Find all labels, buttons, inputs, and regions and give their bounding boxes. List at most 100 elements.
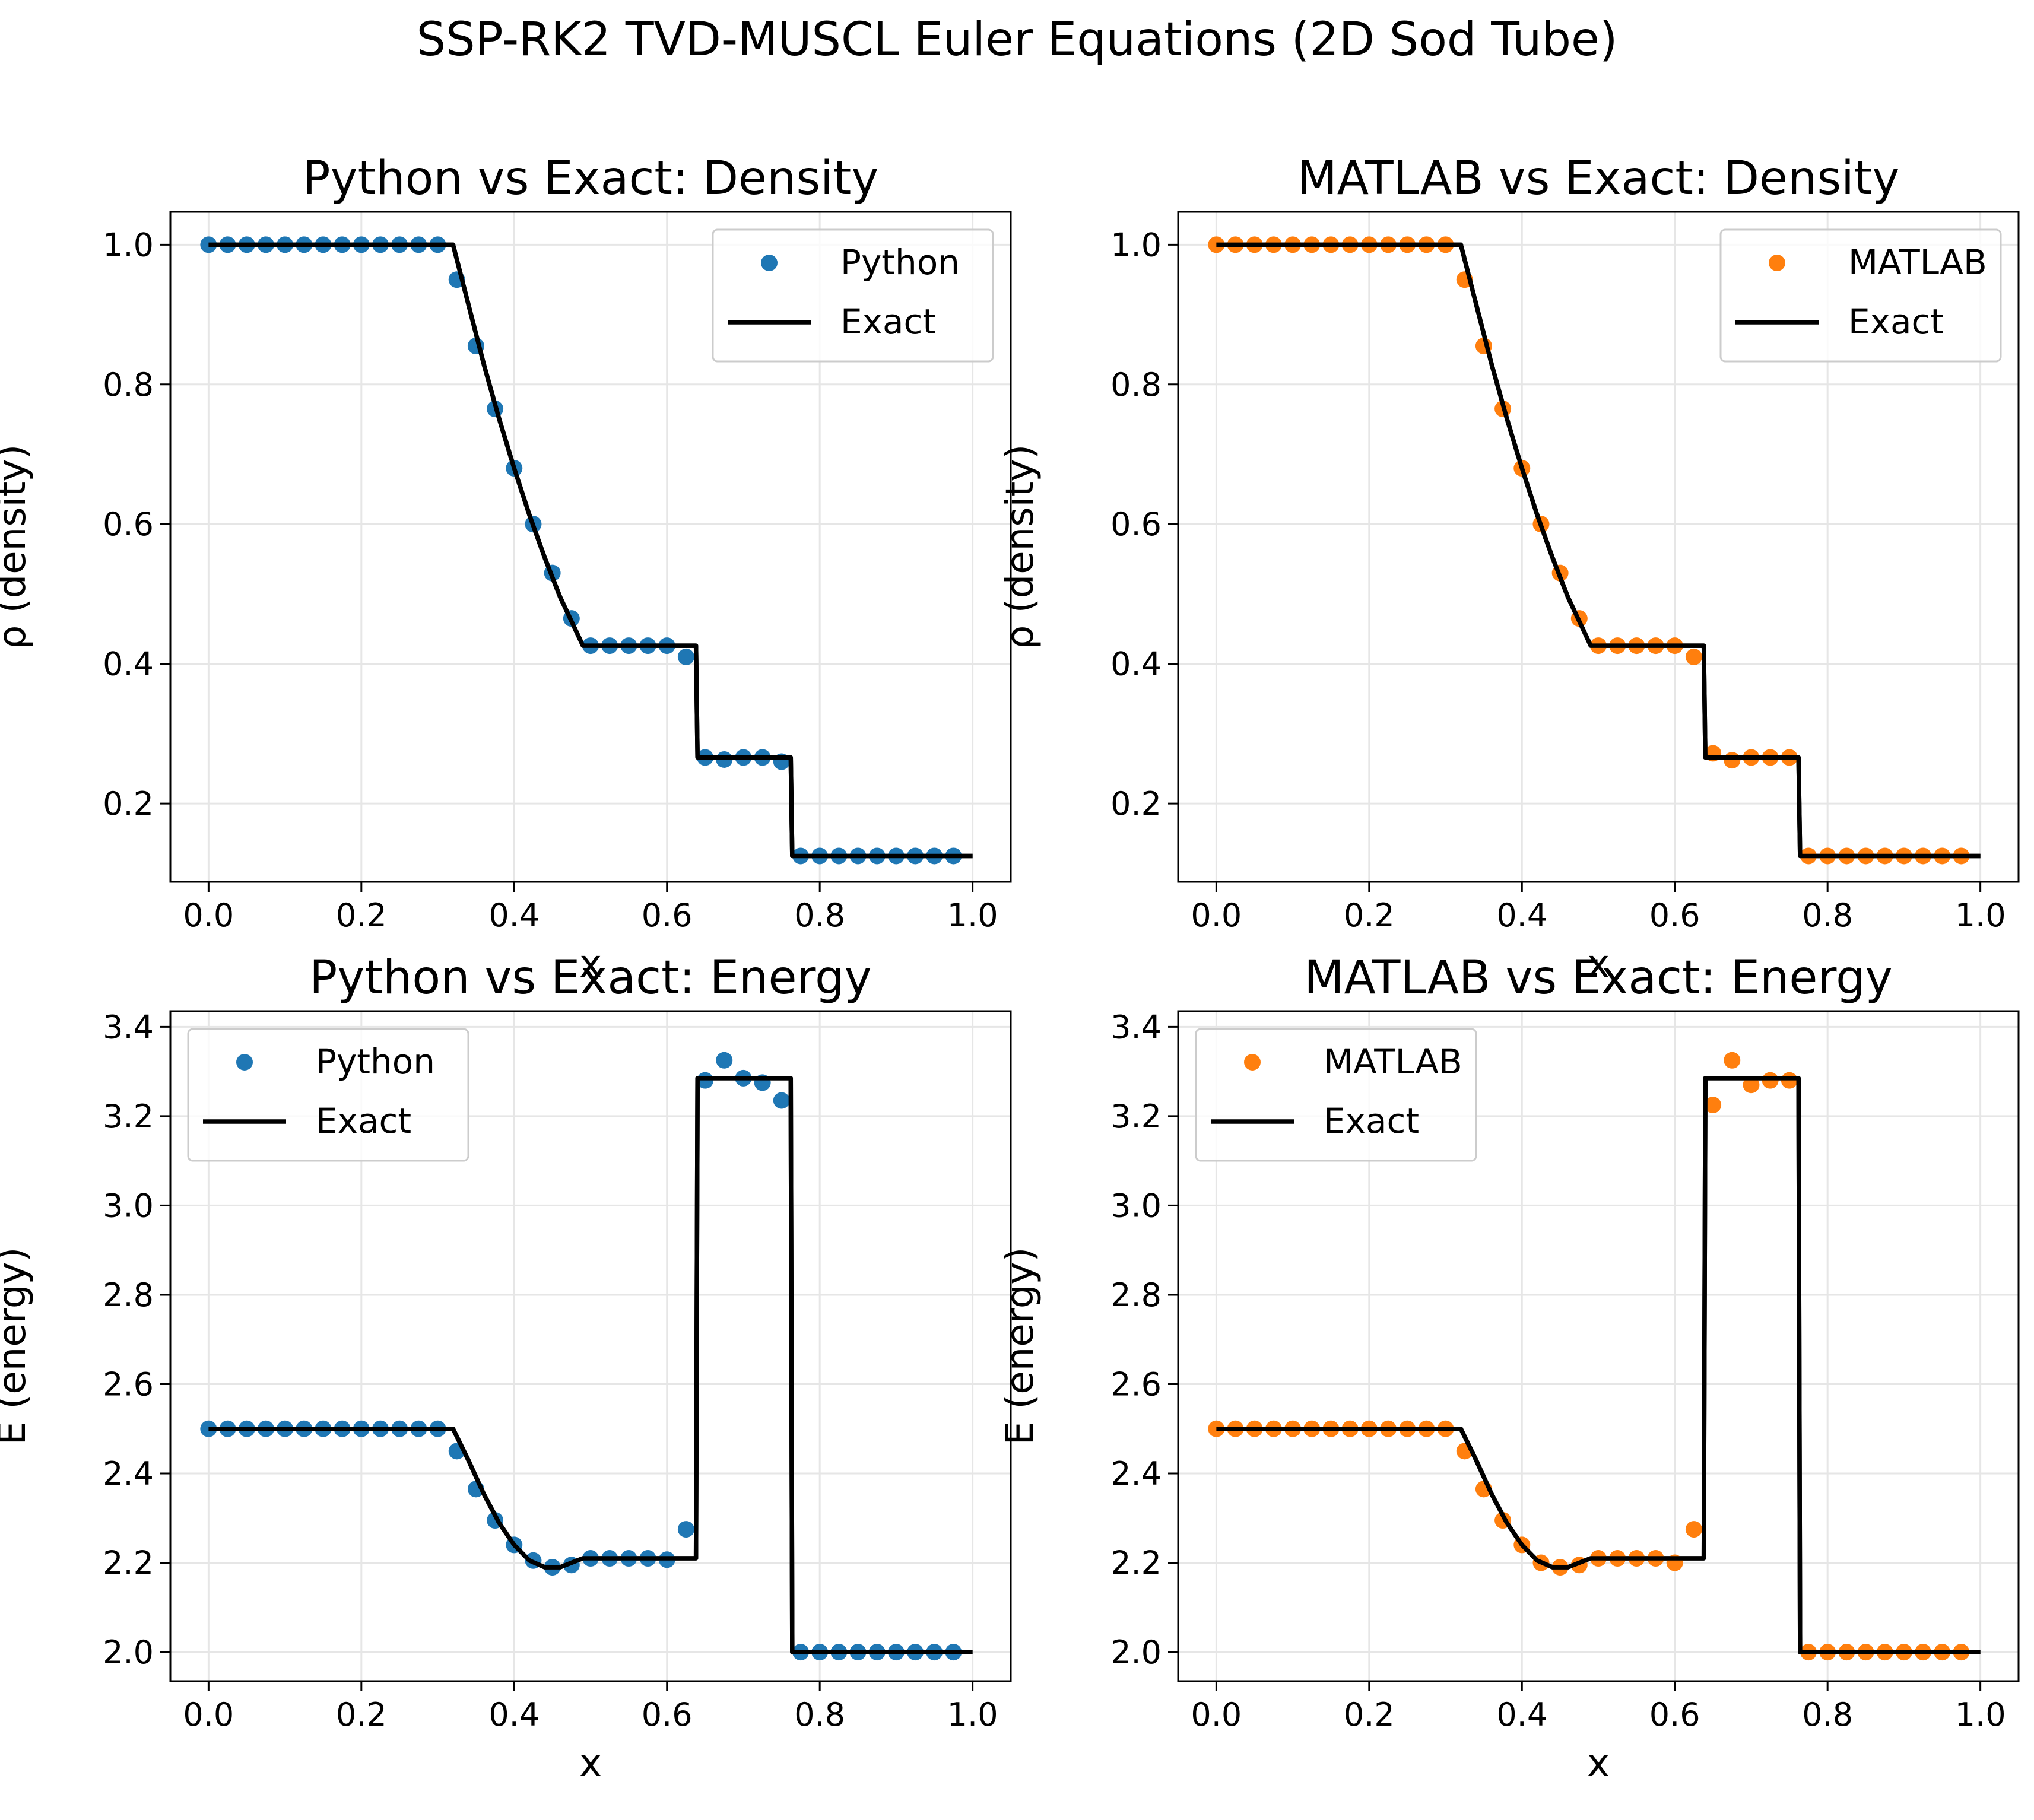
legend-box — [1195, 1028, 1477, 1162]
y-tick-label: 2.4 — [103, 1455, 154, 1492]
data-point-python — [773, 1092, 790, 1109]
x-tick-label: 0.2 — [336, 897, 387, 934]
y-tick-label: 2.8 — [1110, 1276, 1162, 1314]
data-point-python — [677, 1521, 694, 1538]
chart-title: Python vs Exact: Energy — [309, 951, 872, 1005]
axes-frame — [1177, 1010, 2020, 1682]
axes-frame — [1177, 211, 2020, 883]
y-tick-label: 0.2 — [103, 785, 154, 822]
y-tick-label: 0.8 — [1110, 366, 1162, 404]
data-point-matlab — [1724, 1052, 1741, 1069]
figure-title: SSP-RK2 TVD-MUSCL Euler Equations (2D So… — [416, 13, 1618, 66]
y-tick-label: 3.4 — [1110, 1008, 1162, 1046]
x-tick-label: 0.4 — [488, 1696, 540, 1733]
y-tick-label: 1.0 — [1110, 226, 1162, 263]
x-tick-label: 0.4 — [1496, 1696, 1547, 1733]
x-tick-label: 0.2 — [336, 1696, 387, 1733]
x-tick-label: 0.8 — [1802, 897, 1853, 934]
legend-box — [712, 228, 994, 363]
y-axis-label: ρ (density) — [998, 444, 1042, 650]
chart-title: MATLAB vs Exact: Energy — [1304, 951, 1893, 1005]
legend-marker-python — [236, 1054, 253, 1071]
data-point-matlab — [1685, 1521, 1702, 1538]
data-point-matlab — [1762, 1072, 1779, 1089]
legend: MATLAB Exact — [1195, 1028, 1477, 1162]
series-line-exact-top — [1216, 242, 1981, 859]
y-tick-label: 0.4 — [1110, 646, 1162, 683]
x-tick-label: 0.6 — [642, 897, 693, 934]
y-tick-label: 1.0 — [103, 226, 154, 263]
y-tick-label: 2.0 — [1110, 1634, 1162, 1671]
x-tick-label: 0.2 — [1344, 1696, 1395, 1733]
data-point-python — [677, 648, 694, 665]
chart-panel-3: 0.0 0.2 0.4 0.6 0.8 1.0 2.0 2.2 2.4 2.6 2.8 3.0 3.2 3… — [0, 951, 1012, 1786]
y-tick-label: 2.2 — [1110, 1545, 1162, 1582]
y-tick-label: 3.0 — [103, 1187, 154, 1224]
legend-box — [1719, 228, 2002, 363]
legend-label: Python — [840, 242, 960, 282]
legend: Python Exact — [187, 1028, 469, 1162]
x-tick-label: 0.0 — [1191, 1696, 1242, 1733]
x-axis-label: x — [1587, 1742, 1610, 1786]
chart-title: Python vs Exact: Density — [302, 152, 878, 205]
data-point-python — [716, 1052, 733, 1069]
x-tick-label: 1.0 — [947, 1696, 998, 1733]
x-tick-label: 0.8 — [1802, 1696, 1853, 1733]
data-point-matlab — [1685, 648, 1702, 665]
y-tick-label: 3.4 — [103, 1008, 154, 1046]
y-tick-label: 3.0 — [1110, 1187, 1162, 1224]
axes-frame — [169, 211, 1012, 883]
y-tick-label: 0.2 — [1110, 785, 1162, 822]
chart-title: MATLAB vs Exact: Density — [1297, 152, 1899, 205]
y-tick-label: 3.2 — [103, 1098, 154, 1135]
legend-marker-matlab — [1769, 255, 1785, 271]
y-tick-label: 2.0 — [103, 1634, 154, 1671]
x-tick-label: 0.0 — [1191, 897, 1242, 934]
y-tick-label: 3.2 — [1110, 1098, 1162, 1135]
y-tick-label: 0.6 — [103, 506, 154, 543]
x-tick-label: 0.4 — [488, 897, 540, 934]
legend-label: Exact — [1848, 301, 1944, 342]
y-tick-label: 2.2 — [103, 1545, 154, 1582]
y-tick-label: 0.8 — [103, 366, 154, 404]
legend-label: MATLAB — [1324, 1041, 1462, 1082]
legend-box — [187, 1028, 469, 1162]
x-tick-label: 0.0 — [183, 1696, 234, 1733]
x-tick-label: 0.8 — [794, 1696, 845, 1733]
legend-marker-matlab — [1244, 1054, 1261, 1071]
y-tick-label: 2.6 — [1110, 1365, 1162, 1403]
y-tick-label: 2.4 — [1110, 1455, 1162, 1492]
y-axis-label: E (energy) — [998, 1247, 1042, 1446]
x-tick-label: 0.6 — [642, 1696, 693, 1733]
x-axis-label: x — [1587, 942, 1610, 986]
chart-panel-4: 0.0 0.2 0.4 0.6 0.8 1.0 2.0 2.2 2.4 2.6 2.8 3.0 3.2 3… — [998, 951, 2020, 1786]
chart-panel-2: 0.0 0.2 0.4 0.6 0.8 1.0 0.2 0.4 0.6 0.8 1.0 MATLAB … — [998, 152, 2020, 986]
x-tick-label: 0.4 — [1496, 897, 1547, 934]
legend-label: Exact — [1324, 1101, 1419, 1141]
series-line-exact-top — [1216, 1076, 1981, 1654]
legend-marker-python — [761, 255, 778, 271]
legend-label: MATLAB — [1848, 242, 1987, 282]
legend: Python Exact — [712, 228, 994, 363]
y-tick-label: 2.6 — [103, 1365, 154, 1403]
y-axis-label: E (energy) — [0, 1247, 34, 1446]
y-axis-label: ρ (density) — [0, 444, 34, 650]
data-point-matlab — [1724, 752, 1741, 769]
series-line-exact-top — [208, 242, 973, 859]
x-tick-label: 0.6 — [1649, 897, 1700, 934]
x-tick-label: 0.2 — [1344, 897, 1395, 934]
x-tick-label: 1.0 — [1955, 1696, 2006, 1733]
y-tick-label: 2.8 — [103, 1276, 154, 1314]
legend-label: Exact — [840, 301, 936, 342]
legend-label: Exact — [316, 1101, 411, 1141]
x-tick-label: 0.6 — [1649, 1696, 1700, 1733]
x-axis-label: x — [579, 1742, 602, 1786]
y-tick-label: 0.4 — [103, 646, 154, 683]
x-tick-label: 1.0 — [947, 897, 998, 934]
chart-panel-1: 0.0 0.2 0.4 0.6 0.8 1.0 0.2 0.4 0.6 0.8 1.0 Python … — [0, 152, 1012, 986]
axes-frame — [169, 1010, 1012, 1682]
series-line-exact-top — [208, 1076, 973, 1654]
data-point-matlab — [1705, 1097, 1722, 1114]
legend-label: Python — [316, 1041, 435, 1082]
